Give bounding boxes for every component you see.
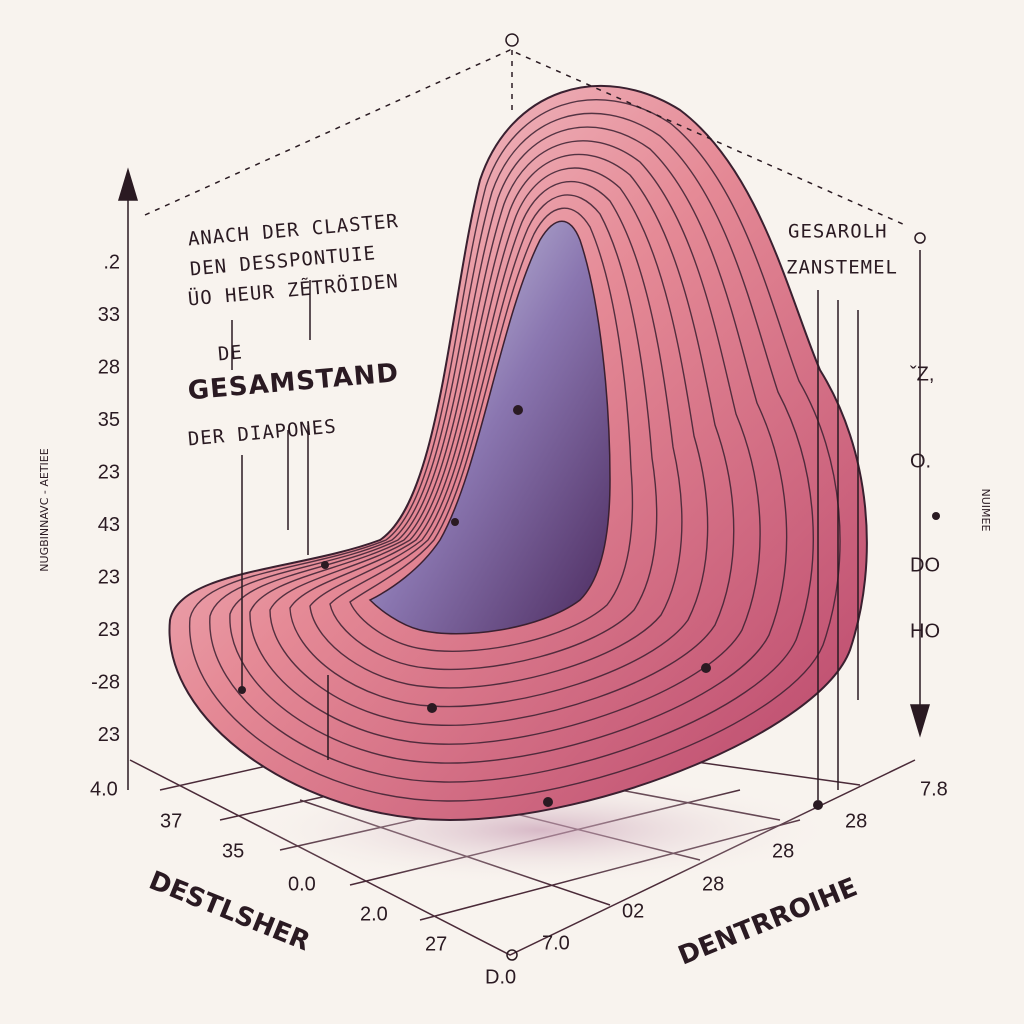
axis-label: 28: [845, 810, 867, 832]
axis-label: 35: [98, 409, 120, 431]
axis-label: 28: [702, 873, 724, 895]
axis-label: 28: [98, 356, 120, 378]
axis-label: 23: [98, 566, 120, 588]
axis-label: ˇZ,: [910, 363, 934, 385]
contour: [249, 140, 761, 745]
axis-label: O.: [910, 450, 931, 472]
axis-label: -28: [91, 671, 120, 693]
axis-label: .2: [103, 251, 120, 273]
annotation: DE: [217, 341, 244, 365]
axis-label: 23: [98, 724, 120, 746]
axis-label: 28: [772, 840, 794, 862]
contour: [349, 207, 634, 652]
axis-label: 0.0: [288, 873, 316, 895]
axis-label: 23: [98, 461, 120, 483]
surface-hole: [368, 220, 611, 635]
axis-label: 23: [98, 619, 120, 641]
annotation: ZANSTEMEL: [786, 257, 898, 279]
axis-label: D.0: [485, 966, 516, 988]
contour: [229, 126, 788, 764]
axis-label: 35: [222, 840, 244, 862]
axis-label: 43: [98, 514, 120, 536]
axis-title: NUGBINNAVC - AETIEE: [38, 448, 51, 571]
annotation: DER DIAPONES: [187, 416, 338, 451]
axis-label: 7.8: [920, 778, 948, 800]
contour: [189, 99, 841, 802]
axis-label: 27: [425, 933, 447, 955]
axis-label: 37: [160, 810, 182, 832]
contour: [329, 194, 658, 671]
axis-label: 4.0: [90, 778, 118, 800]
axis-label: 2.0: [360, 903, 388, 925]
surface: [168, 85, 868, 822]
contour: [269, 153, 735, 727]
axis-label: HO: [910, 620, 940, 642]
axis-label: 7.0: [542, 932, 570, 954]
contour: [209, 112, 814, 783]
axis-label: 33: [98, 304, 120, 326]
dots: [238, 405, 940, 810]
annotation: GESAROLH: [788, 221, 888, 243]
contour: [289, 167, 709, 708]
axis-title: NUIMEE: [979, 489, 992, 532]
guides: [117, 33, 931, 961]
axis-label: 02: [622, 900, 644, 922]
contour: [309, 180, 683, 689]
axis-label: DO: [910, 554, 940, 576]
